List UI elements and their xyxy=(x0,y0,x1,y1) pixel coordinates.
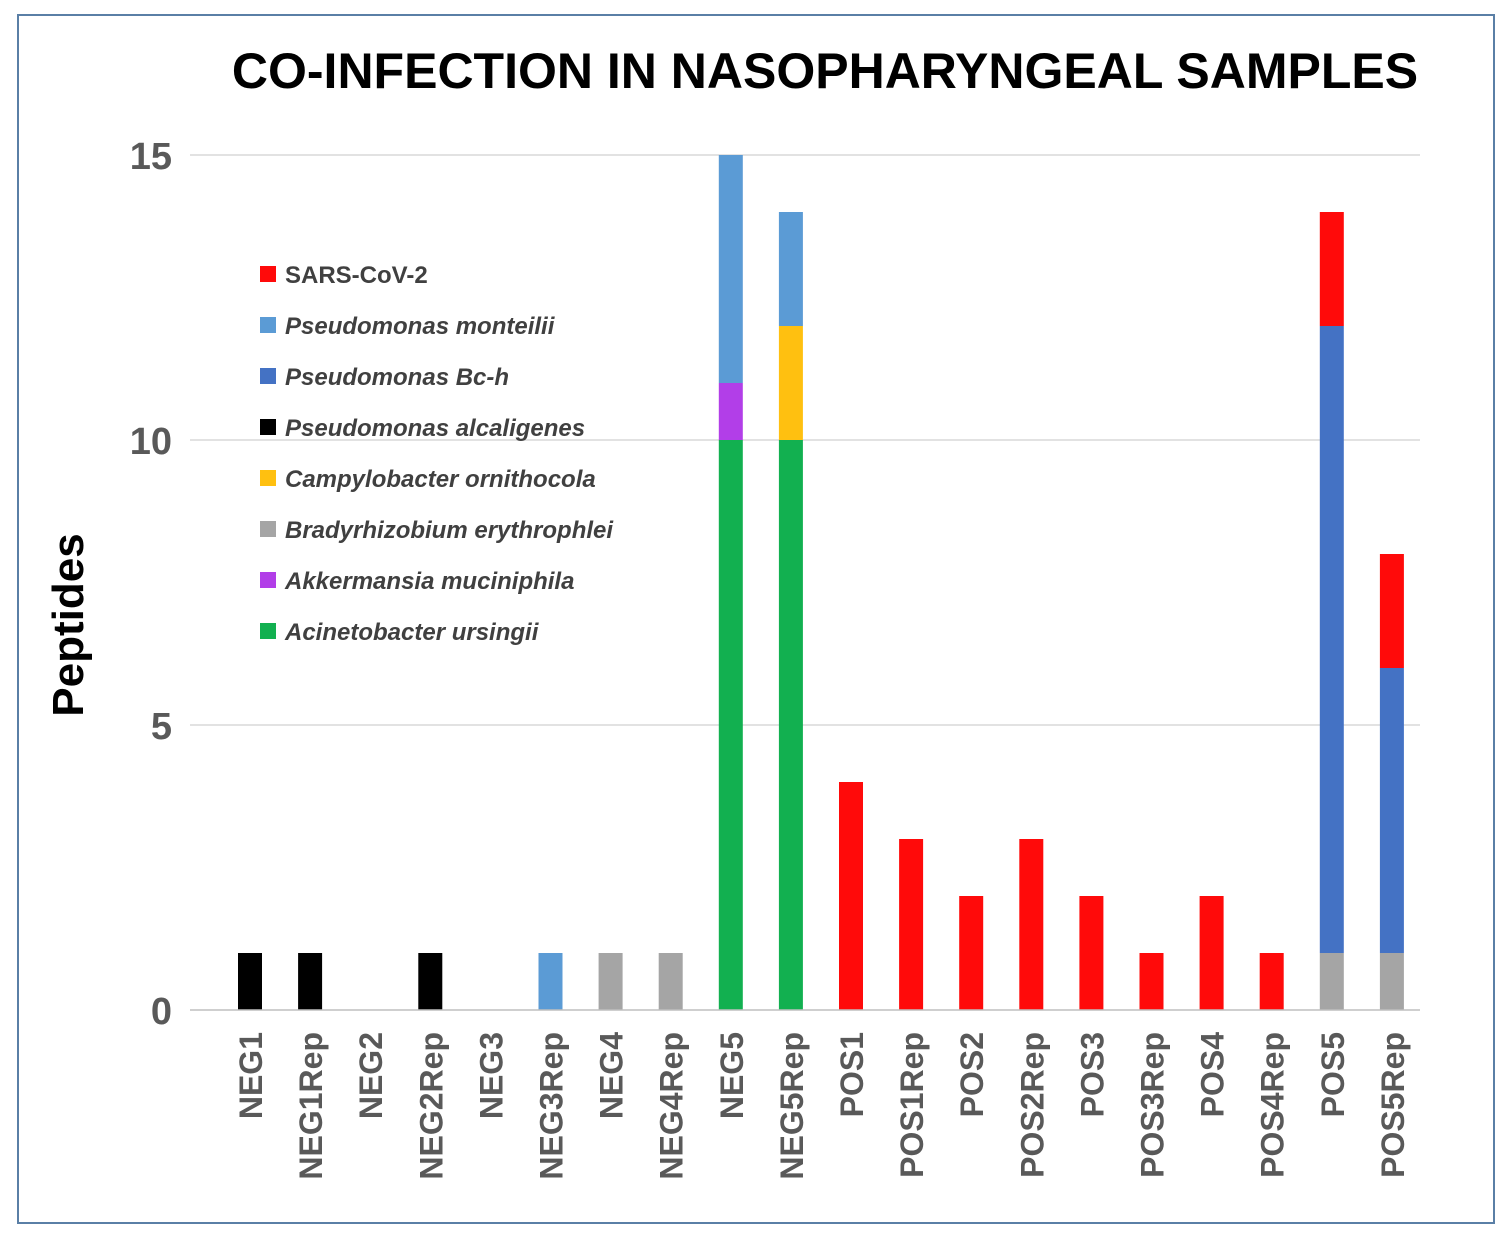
bar-segment xyxy=(778,212,803,326)
legend-swatch xyxy=(260,419,276,435)
x-tick-label: POS2Rep xyxy=(1014,1032,1050,1178)
x-tick-label: POS4 xyxy=(1195,1032,1231,1118)
legend-swatch xyxy=(260,470,276,486)
legend-label: Pseudomonas Bc-h xyxy=(285,364,509,391)
bar-segment xyxy=(598,953,623,1010)
bar-segment xyxy=(1319,953,1344,1010)
bar-segment xyxy=(1139,953,1164,1010)
y-axis-ticks: 0 5 10 15 xyxy=(130,136,172,1033)
legend-swatch xyxy=(260,521,276,537)
x-tick-label: NEG2Rep xyxy=(413,1032,449,1180)
gridlines xyxy=(190,154,1420,726)
bar-segment xyxy=(778,440,803,1010)
x-tick-label: POS1 xyxy=(834,1032,870,1117)
bar-segment xyxy=(1379,554,1404,668)
x-tick-label: NEG3Rep xyxy=(534,1032,570,1180)
x-tick-label: NEG1Rep xyxy=(293,1032,329,1180)
legend-swatch xyxy=(260,368,276,384)
legend-label: Acinetobacter ursingii xyxy=(284,619,540,646)
bar-segment xyxy=(839,782,863,1010)
x-tick-label: NEG2 xyxy=(353,1032,389,1119)
bar-segment xyxy=(718,155,743,383)
bar-segment xyxy=(1319,326,1344,953)
legend-label: Pseudomonas monteilii xyxy=(285,313,556,340)
y-tick-label: 10 xyxy=(130,421,172,463)
bar-segment xyxy=(959,896,984,1010)
bar-segment xyxy=(1379,668,1404,953)
x-tick-label: NEG5 xyxy=(714,1032,750,1119)
y-tick-label: 5 xyxy=(151,706,172,748)
bar-segment xyxy=(899,839,924,1010)
x-tick-label: NEG3 xyxy=(473,1032,509,1119)
legend-label: Akkermansia muciniphila xyxy=(284,568,574,595)
bar-segment xyxy=(1319,212,1344,326)
bar-segment xyxy=(418,953,443,1010)
x-tick-label: POS4Rep xyxy=(1255,1032,1291,1178)
legend-label: Pseudomonas alcaligenes xyxy=(285,415,585,442)
bar-segment xyxy=(1079,896,1104,1010)
x-tick-label: POS1Rep xyxy=(894,1032,930,1178)
legend-swatch xyxy=(260,623,276,639)
bar-segment xyxy=(778,326,803,440)
legend-swatch xyxy=(260,266,276,282)
x-tick-label: NEG5Rep xyxy=(774,1032,810,1180)
x-axis-ticks: NEG1 NEG1Rep NEG2 NEG2Rep NEG3 NEG3Rep NEG4 NEG… xyxy=(233,1032,1411,1180)
bars xyxy=(238,155,1404,1010)
bar-segment xyxy=(538,953,563,1010)
legend: SARS-CoV-2 Pseudomonas monteilii Pseudomon… xyxy=(260,262,614,646)
x-tick-label: NEG1 xyxy=(233,1032,269,1119)
bar-segment xyxy=(1259,953,1284,1010)
y-tick-label: 15 xyxy=(130,136,172,178)
y-axis-label: Peptides xyxy=(44,533,93,716)
legend-label: Bradyrhizobium erythrophlei xyxy=(285,517,614,544)
chart-title: CO-INFECTION IN NASOPHARYNGEAL SAMPLES xyxy=(232,43,1418,99)
bar-segment xyxy=(1199,896,1224,1010)
bar-segment xyxy=(718,383,743,440)
x-tick-label: POS5 xyxy=(1315,1032,1351,1117)
bar-segment xyxy=(718,440,743,1010)
bar-segment xyxy=(658,953,683,1010)
x-tick-label: POS3 xyxy=(1074,1032,1110,1117)
legend-label: SARS-CoV-2 xyxy=(285,262,428,289)
chart-frame xyxy=(17,14,1495,1224)
legend-swatch xyxy=(260,317,276,333)
bar-segment xyxy=(1379,953,1404,1010)
x-tick-label: NEG4 xyxy=(594,1032,630,1119)
bar-segment xyxy=(238,953,262,1010)
x-tick-label: POS3Rep xyxy=(1135,1032,1171,1178)
y-tick-label: 0 xyxy=(151,991,172,1033)
bar-segment xyxy=(1019,839,1044,1010)
x-tick-label: POS2 xyxy=(954,1032,990,1117)
legend-label: Campylobacter ornithocola xyxy=(285,466,596,493)
legend-swatch xyxy=(260,572,276,588)
x-tick-label: POS5Rep xyxy=(1375,1032,1411,1178)
x-tick-label: NEG4Rep xyxy=(654,1032,690,1180)
bar-segment xyxy=(298,953,323,1010)
